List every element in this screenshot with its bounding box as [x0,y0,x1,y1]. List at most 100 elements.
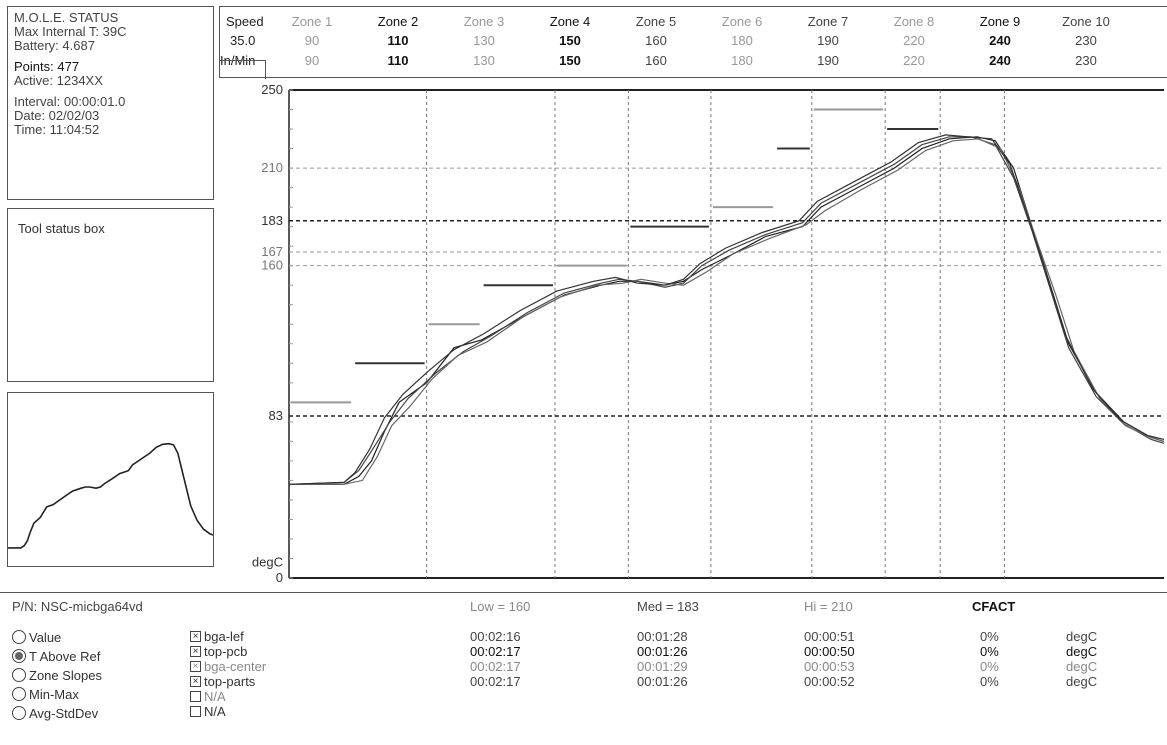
probe-label: N/A [204,689,226,704]
radio-min-max[interactable]: Min-Max [12,686,79,702]
results-panel: P/N: NSC-micbga64vd Value T Above Ref Zone… [0,592,1167,745]
result-unit: degC [1066,659,1098,674]
radio-button-icon[interactable] [12,630,26,644]
zone-setpoint-top: 220 [903,33,925,48]
y-tick-label: degC [252,554,283,569]
radio-value[interactable]: Value [12,629,61,645]
result-cfact: 0% [980,644,999,659]
radio-button-icon[interactable] [12,687,26,701]
zone-name: Zone 8 [893,14,935,29]
result-low: 00:02:17 [470,659,521,674]
radio-label: Min-Max [29,686,79,702]
zone-setpoint-bottom: 190 [817,53,839,68]
hi-threshold-header: Hi = 210 [804,599,853,614]
radio-button-icon[interactable] [12,649,26,663]
probe-checkbox[interactable]: × bga-lef [190,629,244,644]
checkbox-checked-icon[interactable]: × [190,631,201,642]
probe-checkbox[interactable]: N/A [190,704,226,719]
zone-name: Zone 5 [635,14,677,29]
probe-label: top-pcb [204,644,248,659]
zone-name: Zone 7 [807,14,849,29]
checkbox-checked-icon[interactable]: × [190,661,201,672]
y-tick-label: 210 [261,160,283,175]
result-low: 00:02:17 [470,674,521,689]
zone-setpoint-top: 190 [817,33,839,48]
probe-series-line [289,138,1165,485]
active-probes: Active: 1234XX [14,73,103,88]
zone-setpoint-top: 150 [559,33,581,48]
profile-thumbnail[interactable] [7,392,214,567]
part-number: P/N: NSC-micbga64vd [12,599,143,614]
result-cfact: 0% [980,629,999,644]
thumbnail-curve [8,442,213,549]
probe-checkbox[interactable]: × top-parts [190,674,255,689]
result-med: 00:01:26 [637,644,688,659]
checkbox-checked-icon[interactable]: × [190,646,201,657]
radio-avg-stddev[interactable]: Avg-StdDev [12,705,98,721]
radio-label: Avg-StdDev [29,705,99,721]
zone-name: Zone 4 [549,14,591,29]
zone-setpoint-bottom: 150 [559,53,581,68]
zone-setpoint-top: 90 [304,33,320,48]
result-unit: degC [1066,644,1098,659]
result-med: 00:01:26 [637,674,688,689]
result-cfact: 0% [980,674,999,689]
zone-setpoint-top: 240 [989,33,1011,48]
zone-setpoint-top: 180 [731,33,753,48]
radio-button-icon[interactable] [12,706,26,720]
y-tick-label: 83 [269,408,283,423]
speed-value: 35.0 [230,33,256,48]
probe-series-line [288,136,1165,485]
probe-series-line [289,136,1165,485]
result-med: 00:01:29 [637,659,688,674]
zone-name: Zone 10 [1062,14,1110,29]
low-threshold-header: Low = 160 [470,599,531,614]
zone-name: Zone 1 [291,14,333,29]
y-tick-label: 160 [261,258,283,273]
checkbox-empty-icon[interactable] [190,691,201,702]
probe-label: top-parts [204,674,256,689]
probe-checkbox[interactable]: N/A [190,689,226,704]
zone-settings-table: Speed 35.0 In/Min Zone 1 90 90 Zone 2 110 110… [219,6,1167,78]
zone-setpoint-bottom: 160 [645,53,667,68]
y-tick-label: 183 [261,213,283,228]
radio-label: Value [29,629,62,645]
zone-name: Zone 9 [979,14,1021,29]
run-time: Time: 11:04:52 [14,122,100,137]
zone-setpoint-top: 110 [387,33,409,48]
zone-name: Zone 6 [721,14,763,29]
zone-setpoint-bottom: 240 [989,53,1011,68]
checkbox-empty-icon[interactable] [190,706,201,717]
zone-name: Zone 3 [463,14,505,29]
zone-setpoint-bottom: 130 [473,53,495,68]
zone-setpoint-top: 130 [473,33,495,48]
zone-setpoint-top: 230 [1075,33,1097,48]
checkbox-checked-icon[interactable]: × [190,676,201,687]
result-hi: 00:00:53 [804,659,855,674]
radio-button-icon[interactable] [12,668,26,682]
result-hi: 00:00:52 [804,674,855,689]
zone-name: Zone 2 [377,14,419,29]
tool-status-label: Tool status box [18,221,105,236]
radio-label: T Above Ref [29,648,101,664]
result-med: 00:01:28 [637,629,688,644]
result-hi: 00:00:50 [804,644,855,659]
status-title: M.O.L.E. STATUS [14,10,119,25]
zone-setpoint-bottom: 220 [903,53,925,68]
run-date: Date: 02/02/03 [14,108,100,123]
sample-interval: Interval: 00:00:01.0 [14,94,126,109]
y-tick-label: 167 [261,244,283,259]
y-tick-label: 0 [276,570,283,582]
probe-checkbox[interactable]: × bga-center [190,659,266,674]
probe-label: bga-lef [204,629,244,644]
probe-checkbox[interactable]: × top-pcb [190,644,247,659]
radio-t-above-ref[interactable]: T Above Ref [12,648,100,664]
zone-setpoint-bottom: 110 [387,53,409,68]
mole-status-box: M.O.L.E. STATUS Max Internal T: 39C Batt… [7,6,214,200]
zone-setpoint-bottom: 180 [731,53,753,68]
result-unit: degC [1066,674,1098,689]
result-unit: degC [1066,629,1098,644]
radio-zone-slopes[interactable]: Zone Slopes [12,667,102,683]
